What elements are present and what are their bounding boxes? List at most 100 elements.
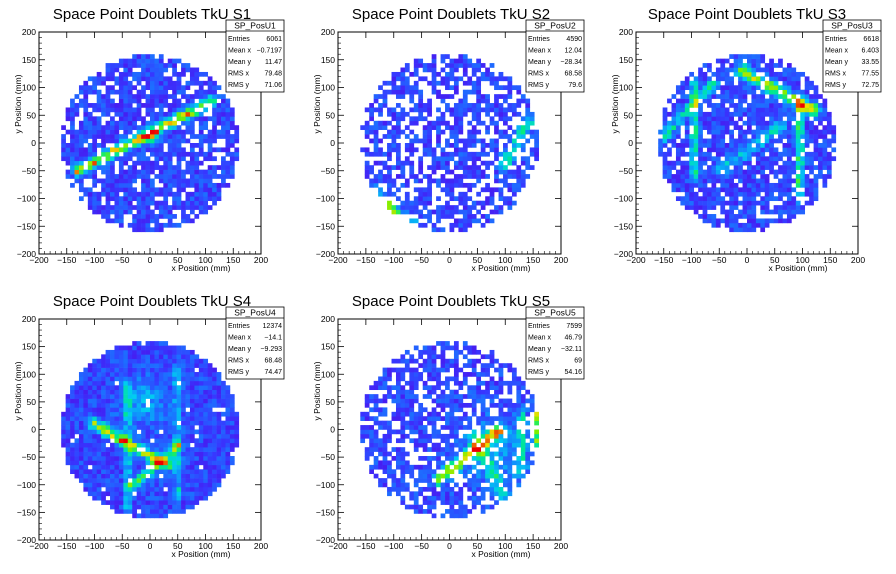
heatmap-cell [733,89,739,95]
heatmap-cell [507,182,513,188]
heatmap-cell [96,389,102,395]
heatmap-cell [141,191,146,197]
heatmap-cell [154,398,160,404]
heatmap-cell [141,178,146,184]
heatmap-cell [123,182,129,188]
heatmap-cell [378,425,383,430]
heatmap-cell [724,182,730,188]
heatmap-cell [382,174,388,179]
heatmap-cell [404,111,410,117]
heatmap-cell [809,200,814,206]
heatmap-cell [813,103,819,108]
heatmap-cell [382,160,388,166]
heatmap-cell [498,116,504,122]
heatmap-cell [445,103,450,108]
heatmap-cell [185,491,191,497]
heatmap-cell [729,94,734,99]
heatmap-cell [110,495,115,501]
heatmap-cell [782,71,788,77]
heatmap-cell [105,182,111,188]
heatmap-cell [87,174,93,179]
heatmap-cell [395,205,401,210]
heatmap-cell [715,191,721,197]
heatmap-cell [87,125,93,130]
heatmap-cell [476,138,482,144]
heatmap-cell [154,67,160,73]
heatmap-cell [503,134,508,139]
heatmap-cell [813,85,819,91]
heatmap-cell [689,205,695,210]
heatmap-cell [440,165,446,170]
heatmap-cell [158,341,164,346]
heatmap-cell [181,63,186,68]
heatmap-cell [471,143,477,148]
heatmap-cell [185,85,191,91]
heatmap-cell [724,209,730,215]
heatmap-cell [485,143,490,148]
x-tick-label: 150 [226,541,240,551]
heatmap-cell [181,129,186,135]
heatmap-cell [409,165,415,170]
heatmap-cell [207,85,213,91]
heatmap-cell [413,398,419,404]
heatmap-cell [172,447,177,452]
heatmap-cell [141,147,146,153]
heatmap-cell [114,125,120,130]
heatmap-cell [791,165,797,170]
heatmap-cell [400,447,406,452]
heatmap-cell [123,187,129,193]
heatmap-cell [391,394,397,399]
heatmap-cell [74,151,80,157]
heatmap-cell [715,116,721,122]
heatmap-cell [804,76,810,82]
heatmap-cell [163,420,169,426]
heatmap-cell [105,191,111,197]
heatmap-cell [791,111,797,117]
stats-label: RMS x [528,71,550,78]
heatmap-cell [167,345,173,351]
heatmap-cell [110,372,115,377]
heatmap-cell [118,182,124,188]
heatmap-cell [61,433,66,439]
heatmap-cell [404,451,410,457]
heatmap-cell [181,416,186,421]
heatmap-cell [114,416,120,421]
heatmap-cell [489,107,495,113]
heatmap-cell [813,138,819,144]
heatmap-cell [110,482,115,488]
heatmap-cell [440,111,446,117]
heatmap-cell [105,491,111,497]
heatmap-cell [418,429,424,435]
heatmap-cell [786,76,792,82]
heatmap-cell [698,76,703,82]
heatmap-cell [458,174,464,179]
heatmap-cell [507,94,513,99]
heatmap-cell [800,107,806,113]
heatmap-cell [181,89,186,95]
heatmap-cell [400,85,406,91]
heatmap-cell [662,143,668,148]
heatmap-cell [782,89,788,95]
heatmap-cell [387,486,392,492]
heatmap-cell [427,67,432,73]
heatmap-cell [476,116,482,122]
heatmap-cell [724,85,730,91]
stats-value: 68.48 [264,358,282,365]
heatmap-cell [110,165,115,170]
x-tick-label: −50 [115,541,130,551]
heatmap-cell [198,143,204,148]
heatmap-cell [145,182,151,188]
heatmap-cell [123,394,129,399]
heatmap-cell [61,438,66,444]
heatmap-cell [83,411,89,417]
heatmap-cell [167,407,173,413]
heatmap-cell [742,111,748,117]
heatmap-cell [181,402,186,408]
heatmap-cell [185,182,191,188]
heatmap-cell [105,349,111,355]
heatmap-cell [786,169,792,175]
heatmap-cell [395,358,401,364]
heatmap-cell [118,460,124,466]
heatmap-cell [74,134,80,139]
heatmap-cell [729,138,734,144]
